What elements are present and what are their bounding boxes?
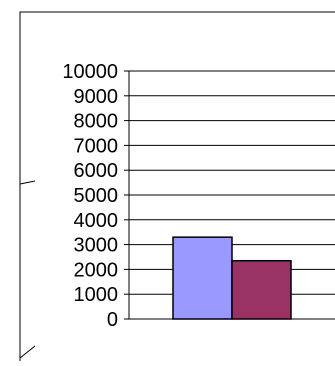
bar-series-2 — [231, 259, 292, 320]
plot-area-border — [128, 70, 335, 320]
y-tick-label: 9000 — [74, 86, 119, 108]
outer-frame — [19, 11, 335, 361]
frame-artifact-line — [19, 180, 36, 185]
y-tick-label: 4000 — [74, 210, 119, 232]
bars-layer — [172, 236, 292, 320]
y-tick-label: 2000 — [74, 259, 119, 281]
y-tick-label: 7000 — [74, 135, 119, 157]
y-tick-label: 3000 — [74, 235, 119, 257]
frame-artifact-line — [19, 345, 36, 359]
y-tick-label: 5000 — [74, 185, 119, 207]
y-tick-label: 0 — [107, 309, 118, 331]
bar-series-1 — [172, 236, 233, 320]
y-tick-label: 1000 — [74, 284, 119, 306]
y-tick-label: 6000 — [74, 160, 119, 182]
y-tick-label: 8000 — [74, 111, 119, 133]
y-tick-label: 10000 — [62, 61, 118, 83]
y-axis-tick-labels: 0100020003000400050006000700080009000100… — [62, 61, 129, 331]
